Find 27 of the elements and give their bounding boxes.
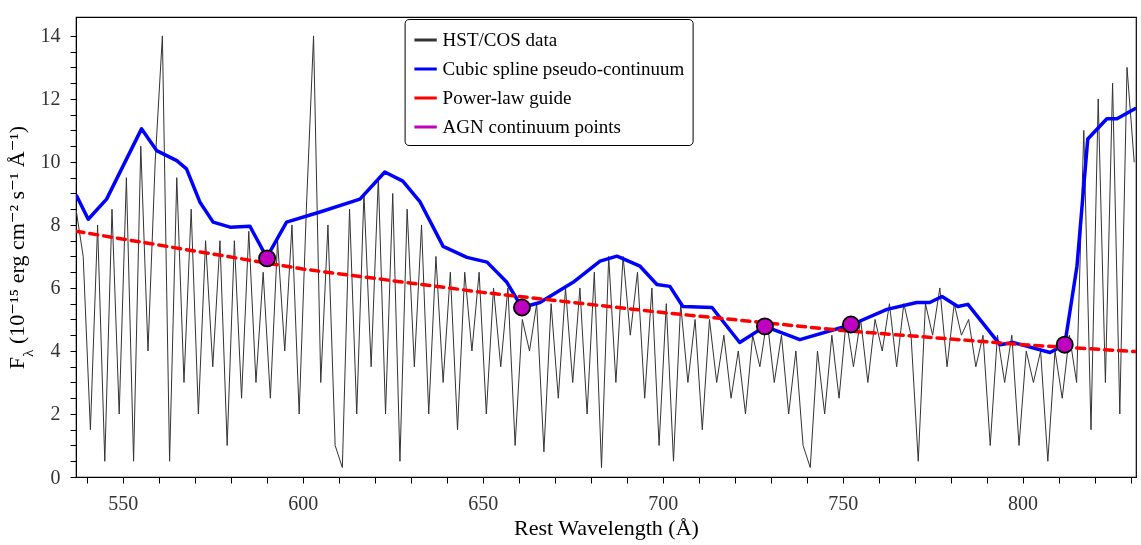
legend-label: AGN continuum points — [442, 116, 621, 137]
x-tick-label: 550 — [108, 491, 139, 514]
y-tick-label: 6 — [50, 276, 61, 299]
y-tick-label: 4 — [50, 339, 61, 362]
line-series — [76, 229, 1136, 354]
x-tick-label: 800 — [1008, 491, 1039, 514]
x-axis-title: Rest Wavelength (Å) — [514, 514, 699, 540]
legend-label: Cubic spline pseudo-continuum — [442, 58, 685, 79]
y-tick-label: 8 — [50, 213, 61, 236]
legend-label: Power-law guide — [442, 87, 572, 108]
x-tick-label: 600 — [288, 491, 319, 514]
x-tick-label: 650 — [468, 491, 499, 514]
legend-label: HST/COS data — [442, 29, 558, 50]
y-tick-label: 2 — [50, 402, 61, 425]
x-tick-label: 750 — [828, 491, 859, 514]
line-series — [76, 106, 1136, 355]
y-tick-label: 14 — [40, 24, 61, 47]
y-tick-label: 0 — [50, 465, 61, 488]
point — [258, 249, 277, 268]
point — [512, 298, 531, 317]
x-tick-label: 700 — [648, 491, 679, 514]
point — [841, 315, 860, 334]
y-tick-label: 12 — [40, 87, 61, 110]
point — [1055, 335, 1074, 354]
y-tick-label: 10 — [40, 150, 61, 173]
line-series — [76, 35, 1135, 469]
point — [755, 317, 774, 336]
